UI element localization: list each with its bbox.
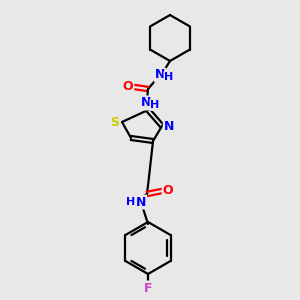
Text: S: S [110, 116, 119, 128]
Text: H: H [150, 100, 160, 110]
Text: N: N [155, 68, 165, 82]
Text: N: N [141, 97, 151, 110]
Text: H: H [164, 72, 174, 82]
Text: H: H [126, 197, 136, 207]
Text: F: F [144, 281, 152, 295]
Text: O: O [163, 184, 173, 197]
Text: O: O [123, 80, 133, 94]
Text: N: N [136, 196, 146, 208]
Text: N: N [164, 119, 174, 133]
